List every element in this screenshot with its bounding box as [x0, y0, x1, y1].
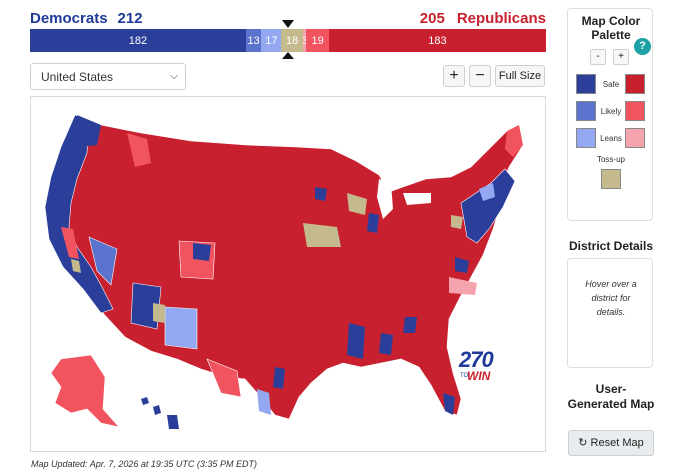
help-icon[interactable]: ?: [634, 38, 651, 55]
republicans-label: Republicans: [456, 10, 546, 27]
reset-map-button[interactable]: ↻ Reset Map: [568, 430, 654, 456]
texas-likely-rep[interactable]: [206, 358, 242, 398]
hawaii-shape[interactable]: [141, 397, 149, 405]
seat-bar-dem-leans-segment: 17: [261, 29, 282, 52]
map-color-palette-panel: Map Color Palette - + Safe Likely Leans …: [567, 8, 653, 221]
logo-number: 270: [459, 347, 494, 372]
south-dem-pocket-2[interactable]: [379, 333, 393, 355]
reset-map-label: Reset Map: [590, 437, 644, 449]
new-york-leans-dem[interactable]: [479, 183, 495, 201]
north-carolina-leans[interactable]: [449, 277, 477, 295]
texas-dem-districts[interactable]: [273, 367, 285, 389]
texas-leans-dem[interactable]: [257, 389, 271, 415]
rep-safe-swatch[interactable]: [625, 74, 645, 94]
maine-likely-rep[interactable]: [505, 125, 523, 157]
rep-leans-swatch[interactable]: [625, 128, 645, 148]
virginia-dem[interactable]: [455, 257, 469, 273]
district-details-title: District Details: [568, 239, 654, 253]
republicans-seat-count: 205: [419, 10, 445, 27]
great-lakes-shape: [377, 179, 393, 219]
tossup-swatch[interactable]: [601, 169, 621, 189]
pennsylvania-tossups[interactable]: [451, 215, 463, 229]
rep-likely-swatch[interactable]: [625, 101, 645, 121]
washington-dem-districts[interactable]: [77, 115, 101, 147]
nevada-likely-dem[interactable]: [88, 236, 118, 286]
logo-win: WIN: [467, 369, 491, 383]
map-updated-timestamp: Map Updated: Apr. 7, 2026 at 19:35 UTC (…: [31, 459, 257, 469]
seat-bar-tossup-segment: 18: [281, 29, 303, 52]
majority-marker-bottom-icon: [282, 52, 294, 59]
wisconsin-tossups[interactable]: [347, 193, 367, 215]
new-mexico-leans-dem[interactable]: [164, 306, 198, 350]
district-details-box: Hover over a district for details.: [567, 258, 653, 368]
us-house-map[interactable]: 270 TO WIN: [30, 96, 546, 452]
hawaii-island-2[interactable]: [153, 405, 161, 415]
contiguous-us-shape[interactable]: [44, 114, 524, 420]
alaska-shape[interactable]: [50, 354, 120, 428]
palette-title: Map Color Palette: [581, 14, 641, 42]
leans-label: Leans: [600, 134, 622, 143]
full-size-button[interactable]: Full Size: [495, 65, 545, 87]
chevron-down-icon: ⌵: [170, 71, 178, 82]
georgia-dem[interactable]: [403, 317, 417, 333]
safe-label: Safe: [602, 80, 620, 89]
dem-likely-swatch[interactable]: [576, 101, 596, 121]
seat-bar-rep-leans-segment: 3: [302, 29, 307, 52]
seat-bar-rep-safe-segment: 183: [328, 29, 546, 52]
seat-balance-bar: 182 13 17 18 3 19 183: [30, 29, 546, 52]
republicans-total: 205 Republicans: [400, 10, 546, 27]
arizona-tossups[interactable]: [153, 303, 165, 323]
logo-to: TO: [460, 373, 469, 379]
midwest-tossups[interactable]: [303, 223, 341, 247]
seat-bar-dem-likely-segment: 13: [245, 29, 262, 52]
northeast-dem-districts[interactable]: [460, 168, 516, 244]
west-coast-dem-districts[interactable]: [44, 114, 114, 314]
hawaii-island-3[interactable]: [167, 415, 179, 429]
zoom-out-button[interactable]: −: [469, 65, 491, 87]
montana-leans-rep[interactable]: [127, 133, 151, 167]
seat-bar-rep-likely-segment: 19: [306, 29, 329, 52]
palette-minus-button[interactable]: -: [590, 49, 606, 65]
california-central-leans[interactable]: [61, 227, 79, 259]
colorado-dem-districts[interactable]: [193, 243, 211, 261]
palette-plus-button[interactable]: +: [613, 49, 629, 65]
south-dem-pocket-1[interactable]: [347, 323, 365, 359]
california-tossups[interactable]: [71, 259, 81, 273]
majority-marker-top-icon: [282, 20, 294, 28]
minnesota-dem[interactable]: [315, 187, 327, 201]
270-to-win-logo: 270 TO WIN: [459, 347, 499, 383]
florida-dem-districts[interactable]: [443, 393, 455, 415]
district-details-hint: Hover over a district for details.: [585, 279, 637, 317]
dem-leans-swatch[interactable]: [576, 128, 596, 148]
dem-safe-swatch[interactable]: [576, 74, 596, 94]
democrats-total: Democrats 212: [30, 10, 143, 27]
region-select-value: United States: [41, 70, 114, 84]
democrats-seat-count: 212: [117, 10, 143, 27]
tossup-label: Toss-up: [596, 155, 625, 164]
refresh-icon: ↻: [578, 437, 588, 449]
lake-michigan-shape: [403, 193, 431, 205]
illinois-dem[interactable]: [367, 213, 379, 233]
likely-label: Likely: [600, 107, 622, 116]
us-map-svg[interactable]: [31, 97, 547, 453]
zoom-in-button[interactable]: +: [443, 65, 465, 87]
democrats-label: Democrats: [30, 10, 108, 27]
region-select[interactable]: United States ⌵: [30, 63, 186, 90]
user-generated-map-title: User-Generated Map: [567, 382, 655, 411]
seat-bar-dem-safe-segment: 182: [30, 29, 246, 52]
